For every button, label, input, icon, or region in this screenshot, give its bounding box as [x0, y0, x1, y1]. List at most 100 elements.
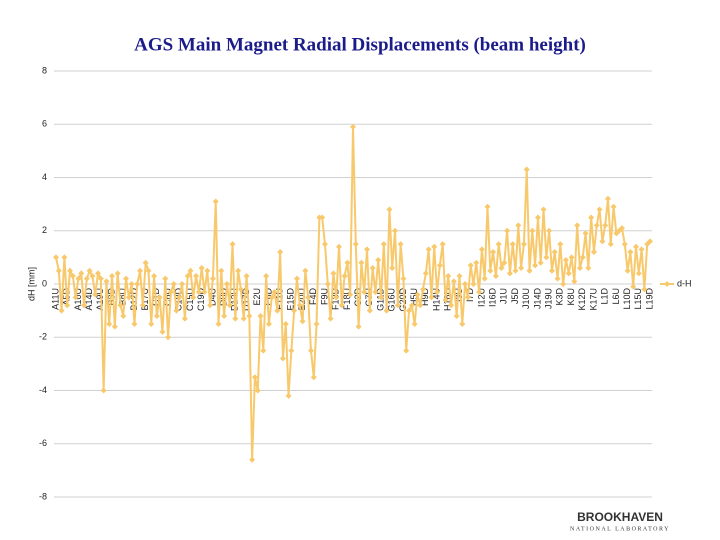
- y-tick-label: 4: [42, 172, 47, 182]
- data-marker: [632, 243, 639, 250]
- data-marker: [170, 281, 177, 287]
- data-marker: [288, 347, 295, 354]
- data-marker: [344, 259, 351, 266]
- data-marker: [417, 302, 424, 309]
- x-tick-label: C19D: [196, 288, 206, 312]
- data-marker: [596, 206, 603, 213]
- data-marker: [69, 273, 76, 280]
- data-marker: [392, 227, 399, 234]
- data-marker: [106, 320, 113, 327]
- data-marker: [604, 195, 611, 202]
- data-marker: [624, 267, 631, 274]
- data-marker: [120, 312, 127, 319]
- data-marker: [425, 246, 432, 253]
- data-marker: [279, 355, 286, 362]
- data-marker: [123, 275, 130, 282]
- data-marker: [282, 320, 289, 327]
- x-tick-label: J10U: [521, 288, 531, 309]
- data-marker: [285, 392, 292, 399]
- logo-subtitle: NATIONAL LABORATORY: [570, 526, 670, 532]
- data-marker: [305, 294, 312, 301]
- data-marker: [114, 270, 121, 277]
- data-marker: [347, 291, 354, 298]
- data-marker: [406, 307, 413, 314]
- data-marker: [565, 270, 572, 277]
- data-marker: [635, 270, 642, 277]
- data-marker: [335, 243, 342, 250]
- data-marker: [576, 265, 583, 272]
- data-marker: [299, 318, 306, 325]
- data-marker: [540, 206, 547, 213]
- data-marker: [389, 265, 396, 272]
- data-marker: [495, 241, 502, 248]
- data-marker: [137, 267, 144, 274]
- data-marker: [582, 230, 589, 237]
- data-marker: [198, 265, 205, 272]
- data-marker: [201, 288, 208, 295]
- data-marker: [520, 241, 527, 248]
- data-marker: [369, 265, 376, 272]
- data-marker: [448, 302, 455, 309]
- data-marker: [212, 198, 219, 205]
- data-marker: [100, 387, 107, 394]
- data-marker: [420, 286, 427, 293]
- data-marker: [366, 307, 373, 314]
- data-marker: [83, 275, 90, 282]
- data-marker: [593, 222, 600, 229]
- x-tick-label: L15U: [633, 288, 643, 310]
- data-marker: [490, 249, 497, 256]
- data-marker: [602, 222, 609, 229]
- data-marker: [627, 249, 634, 256]
- data-marker: [498, 265, 505, 272]
- data-marker: [173, 307, 180, 314]
- x-tick-label: G20D: [398, 288, 408, 312]
- data-marker: [215, 320, 222, 327]
- x-tick-label: A10U: [73, 288, 83, 311]
- data-marker: [590, 249, 597, 256]
- x-tick-label: L10D: [622, 287, 632, 309]
- y-tick-label: -2: [39, 332, 47, 342]
- data-marker: [293, 275, 300, 282]
- data-marker: [61, 254, 68, 261]
- data-marker: [445, 273, 452, 280]
- data-marker: [165, 334, 172, 341]
- data-marker: [341, 273, 348, 280]
- data-marker: [209, 275, 216, 282]
- data-marker: [179, 281, 186, 287]
- data-marker: [109, 273, 116, 280]
- data-marker: [638, 246, 645, 253]
- data-marker: [518, 265, 525, 272]
- data-marker: [75, 275, 82, 282]
- data-marker: [562, 257, 569, 264]
- y-tick-label: 8: [42, 65, 47, 75]
- data-marker: [467, 262, 474, 269]
- data-marker: [184, 273, 191, 280]
- x-tick-label: C6U: [162, 288, 172, 306]
- data-marker: [207, 302, 214, 309]
- data-marker: [537, 259, 544, 266]
- data-marker: [53, 254, 59, 261]
- data-marker: [364, 246, 371, 253]
- data-marker: [131, 320, 138, 327]
- y-tick-label: -4: [39, 385, 47, 395]
- data-marker: [526, 267, 533, 274]
- data-marker: [607, 241, 614, 248]
- data-marker: [218, 267, 225, 274]
- data-marker: [187, 267, 194, 274]
- x-tick-label: F4D: [308, 288, 318, 306]
- x-tick-label: I12U: [476, 288, 486, 307]
- data-marker: [641, 286, 648, 293]
- data-marker: [268, 294, 275, 301]
- data-marker: [588, 214, 595, 221]
- data-marker: [313, 320, 320, 327]
- data-marker: [453, 312, 460, 319]
- data-marker: [459, 320, 466, 327]
- logo: BROOKHAVEN NATIONAL LABORATORY: [570, 510, 670, 532]
- data-marker: [450, 278, 457, 285]
- data-marker: [148, 320, 155, 327]
- data-marker: [509, 241, 516, 248]
- x-tick-label: H9D: [420, 288, 430, 307]
- data-marker: [403, 347, 410, 354]
- logo-name: BROOKHAVEN: [577, 510, 663, 524]
- y-axis-label: dH [mm]: [26, 267, 36, 301]
